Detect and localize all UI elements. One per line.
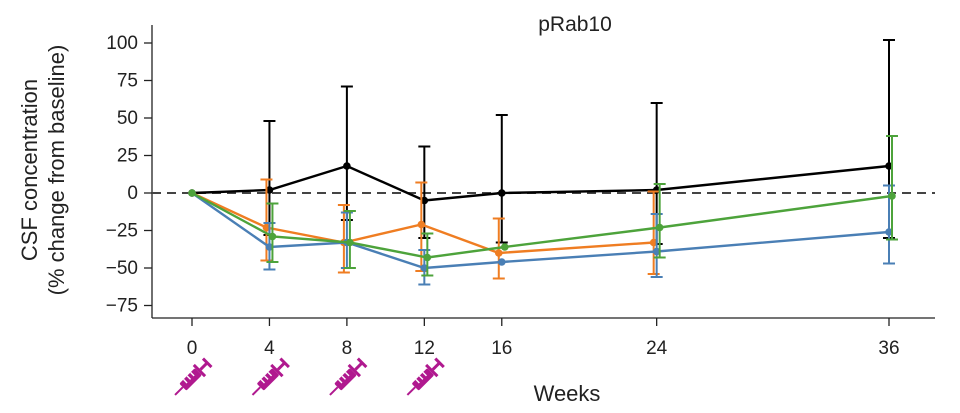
series-green: [188, 135, 898, 277]
syringe-flange: [192, 363, 207, 378]
x-axis-title: Weeks: [534, 381, 601, 406]
data-point-blue: [652, 247, 661, 256]
y-axis-title-line1: CSF concentration: [17, 79, 42, 261]
syringe-plunger: [276, 362, 286, 371]
chart-title: pRab10: [538, 13, 612, 36]
data-point-orange: [262, 223, 271, 232]
y-tick-label: 100: [106, 33, 138, 54]
syringe-needle: [251, 386, 261, 396]
data-point-blue: [265, 243, 274, 251]
syringe-flange: [347, 363, 362, 378]
syringe-icon: [174, 357, 213, 396]
data-point-black: [885, 162, 893, 170]
data-point-black: [343, 162, 351, 170]
data-point-green: [346, 238, 354, 247]
syringe-plunger: [431, 362, 441, 371]
syringe-needle: [329, 386, 339, 396]
syringe-mark: [415, 378, 420, 384]
data-point-black: [265, 186, 274, 194]
series-line-blue: [191, 192, 890, 270]
y-tick-label: 0: [127, 183, 138, 204]
syringe-mark: [267, 371, 273, 377]
x-tick-label: 4: [264, 338, 275, 359]
data-point-orange: [494, 249, 503, 257]
series-line-black: [191, 164, 890, 202]
syringe-barrel: [257, 368, 279, 391]
data-point-green: [268, 232, 277, 241]
x-tick-label: 24: [646, 338, 668, 359]
y-tick-label: 50: [117, 108, 138, 129]
series-layer: [188, 39, 898, 286]
syringe-mark: [260, 378, 265, 384]
syringe-mark: [418, 375, 424, 380]
series-line-orange: [191, 191, 654, 255]
x-tick-label: 16: [491, 338, 512, 359]
x-tick-label: 36: [878, 338, 899, 359]
syringe-mark: [183, 378, 188, 384]
syringe-icon: [251, 357, 290, 396]
syringe-icon: [329, 357, 368, 396]
y-tick-label: 25: [117, 146, 138, 167]
data-point-green: [655, 223, 664, 232]
x-tick-label: 8: [342, 338, 353, 359]
syringe-thumb: [279, 357, 290, 369]
y-tick-label: −75: [106, 296, 138, 317]
syringe-mark: [341, 375, 346, 380]
syringe-barrel: [179, 368, 202, 391]
y-axis-title-line2: (% change from baseline): [44, 45, 69, 296]
syringe-plunger: [354, 362, 363, 371]
syringe-mark: [337, 378, 343, 384]
axes: 100 75 50 25 0 −25 −50 −75 0 4 8 12 16 24 36: [106, 25, 935, 359]
syringe-flange: [425, 363, 439, 378]
x-tick-label: 0: [187, 338, 198, 359]
data-point-black: [420, 196, 429, 205]
series-black: [188, 39, 895, 245]
syringe-thumb: [356, 357, 368, 369]
syringe-thumb: [201, 357, 213, 369]
syringe-mark: [186, 375, 192, 380]
y-tick-label: −25: [106, 221, 138, 242]
syringe-icon: [406, 357, 445, 396]
syringe-plunger: [199, 362, 208, 371]
data-point-orange: [649, 238, 658, 247]
x-tick-label: 12: [414, 338, 435, 359]
syringe-mark: [190, 371, 195, 377]
syringe-mark: [344, 371, 350, 377]
data-point-orange: [417, 220, 426, 229]
syringe-flange: [270, 363, 284, 378]
series-line-green: [191, 191, 893, 259]
data-point-blue: [497, 258, 506, 266]
syringe-needle: [406, 386, 416, 396]
data-point-green: [188, 189, 196, 197]
data-point-blue: [885, 228, 893, 236]
series-orange: [188, 178, 660, 280]
dose-layer: [174, 357, 445, 396]
syringe-mark: [263, 375, 269, 380]
syringe-needle: [174, 386, 184, 396]
data-point-blue: [420, 264, 429, 272]
data-point-green: [423, 253, 432, 262]
series-blue: [188, 184, 895, 286]
syringe-thumb: [434, 357, 445, 369]
data-point-black: [497, 189, 506, 197]
syringe-mark: [422, 371, 427, 377]
data-point-green: [500, 243, 509, 251]
y-tick-label: 75: [117, 71, 138, 92]
y-tick-label: −50: [106, 258, 138, 279]
data-point-green: [888, 192, 896, 200]
